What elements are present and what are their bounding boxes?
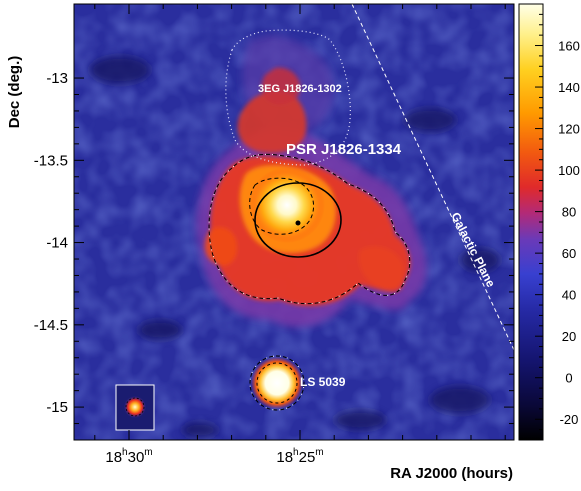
x-axis: 18h30m 18h25m: [94, 4, 506, 466]
y-tick-label: -14.5: [34, 317, 68, 334]
y-tick-label: -14: [46, 235, 68, 252]
colorbar-tick-label: 140: [558, 80, 580, 95]
heatmap-image: 3EG J1826-1302 PSR J1826-1334 LS 5039 Ga…: [74, 4, 514, 440]
psr-fit-ellipse: [254, 182, 342, 258]
label-3eg: 3EG J1826-1302: [258, 83, 342, 95]
colorbar-tick-label: 0: [565, 371, 572, 386]
colorbar-axis: -20 0 20 40 60 80 100 120 140 160: [535, 13, 580, 441]
colorbar-tick-label: 80: [562, 205, 576, 220]
significance-contours: [208, 153, 411, 411]
x-tick-label: 18h25m: [276, 447, 323, 466]
x-axis-title: RA J2000 (hours): [390, 465, 513, 482]
y-tick-label: -15: [46, 399, 68, 416]
colorbar-tick-label: 60: [562, 246, 576, 261]
y-tick-label: -13.5: [34, 152, 68, 169]
y-tick-label: -13: [46, 70, 68, 87]
colorbar-tick-label: 100: [558, 163, 580, 178]
ls5039-emission: [251, 357, 303, 409]
x-tick-label: 18h30m: [105, 447, 152, 466]
plot-frame: [73, 3, 515, 441]
colorbar-tick-label: 160: [558, 39, 580, 54]
psr-marker: [295, 220, 301, 226]
y-axis: -13 -13.5 -14 -14.5 -15: [34, 70, 514, 441]
colorbar-tick-label: 120: [558, 122, 580, 137]
colorbar-tick-label: 20: [562, 329, 576, 344]
label-psr: PSR J1826-1334: [286, 141, 402, 158]
galactic-plane-line: [351, 4, 514, 351]
colorbar-tick-label: -20: [560, 412, 579, 427]
3eg-error-contour: [225, 29, 351, 166]
y-axis-title: Dec (deg.): [6, 56, 23, 129]
psf-emission: [124, 396, 146, 418]
psr-emission-peak: [249, 167, 325, 243]
label-ls5039: LS 5039: [300, 375, 346, 389]
colorbar-tick-label: 40: [562, 288, 576, 303]
